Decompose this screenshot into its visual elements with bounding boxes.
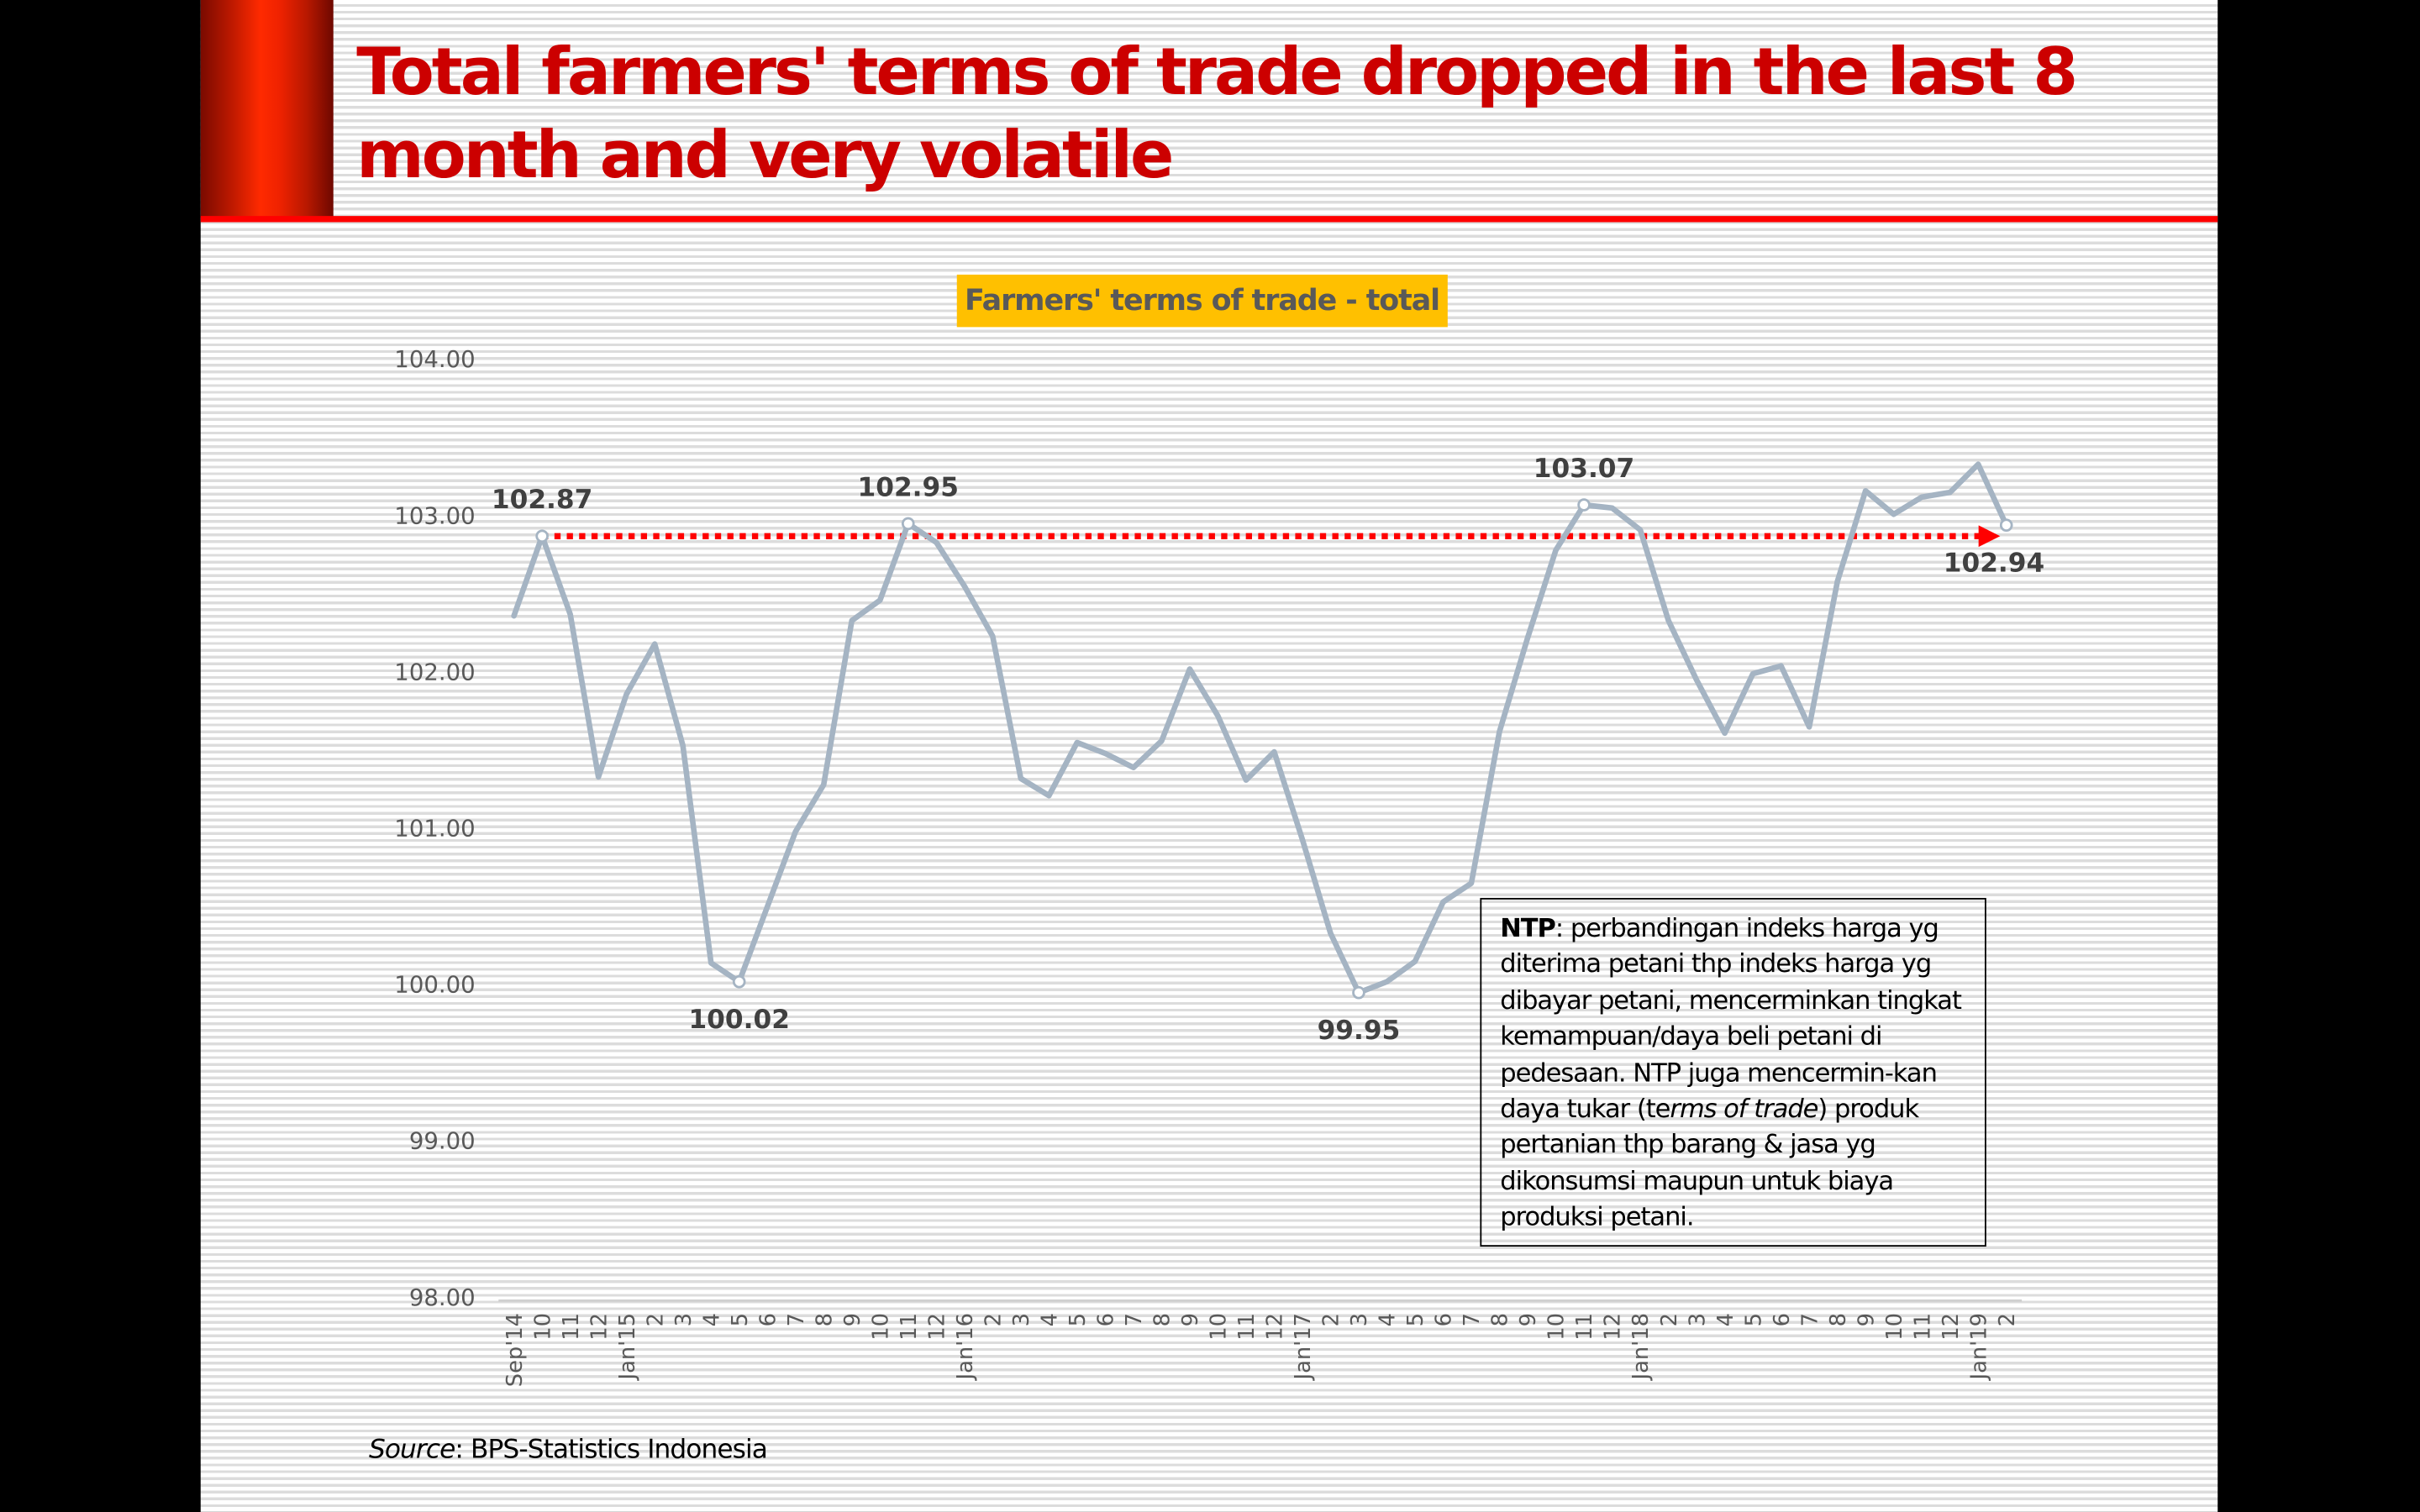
x-tick-label: 8	[1150, 1313, 1176, 1326]
x-axis: Sep'14 10 11 12 Jan'15 2 3 4 5 6 7 8 9 10 11 12 Jan'16 2 3…	[498, 1299, 2023, 1387]
x-tick-label: Jan'16	[953, 1313, 978, 1381]
x-tick-label: 3	[671, 1313, 697, 1326]
x-tick-label: 9	[1178, 1313, 1203, 1326]
data-label: 99.95	[1318, 1016, 1401, 1046]
reference-arrow	[542, 525, 2001, 548]
note-italic: rms of trade	[1670, 1094, 1818, 1124]
x-tick-label: 4	[1713, 1313, 1739, 1326]
title-rule	[200, 216, 2218, 223]
slide: Total farmers' terms of trade dropped in…	[200, 0, 2218, 1512]
x-tick-label: 11	[1234, 1313, 1260, 1341]
note-term: NTP	[1500, 913, 1556, 943]
x-tick-label: 10	[1882, 1313, 1907, 1341]
y-tick-label: 99.00	[409, 1128, 476, 1155]
x-tick-label: 11	[559, 1313, 584, 1341]
y-tick-label: 103.00	[394, 502, 475, 529]
highlighted-point-marker	[901, 517, 915, 531]
x-tick-label: 12	[1601, 1313, 1626, 1341]
y-tick-label: 101.00	[394, 815, 475, 842]
x-tick-label: 8	[1826, 1313, 1851, 1326]
highlighted-point-marker	[1577, 498, 1591, 512]
y-tick-label: 98.00	[409, 1284, 476, 1311]
x-tick-label: 2	[981, 1313, 1006, 1326]
y-tick-label: 100.00	[394, 972, 475, 999]
data-labels: 102.87 100.02 102.95 99.95 103.07 102.94	[492, 454, 2044, 1046]
note-text: : perbandingan indeks harga yg diterima …	[1500, 913, 1962, 1124]
x-tick-label: 9	[840, 1313, 865, 1326]
x-tick-label: 2	[643, 1313, 668, 1326]
x-tick-label: 4	[699, 1313, 724, 1326]
highlighted-point-marker	[535, 529, 549, 543]
x-tick-label: 4	[1376, 1313, 1401, 1326]
x-tick-label: 10	[1544, 1313, 1570, 1341]
highlighted-point-marker	[1352, 985, 1365, 1000]
highlighted-point-marker	[732, 974, 746, 989]
x-tick-label: Jan'19	[1966, 1313, 1991, 1381]
x-tick-label: Jan'18	[1628, 1313, 1654, 1381]
y-tick-label: 104.00	[394, 346, 475, 373]
data-label: 102.87	[492, 485, 592, 515]
x-tick-label: 10	[1207, 1313, 1232, 1341]
x-tick-label: 2	[1657, 1313, 1682, 1326]
y-tick-label: 102.00	[394, 659, 475, 685]
x-tick-label: 7	[1797, 1313, 1823, 1326]
data-label: 102.94	[1944, 548, 2044, 578]
source-label: Source	[368, 1435, 455, 1466]
series	[511, 461, 2010, 996]
x-tick-label: 11	[1572, 1313, 1597, 1341]
data-label: 102.95	[858, 472, 959, 502]
series-line	[511, 461, 2010, 996]
x-tick-label: 6	[1432, 1313, 1457, 1326]
x-tick-label: 3	[1347, 1313, 1372, 1326]
x-tick-label: 6	[1770, 1313, 1795, 1326]
x-tick-label: 3	[1009, 1313, 1034, 1326]
data-label: 100.02	[688, 1005, 789, 1035]
x-tick-label: 3	[1685, 1313, 1710, 1326]
x-tick-label: 10	[868, 1313, 893, 1341]
chart-title: Farmers' terms of trade - total	[956, 274, 1448, 328]
x-tick-label: 5	[1065, 1313, 1091, 1326]
right-letterbox	[2217, 0, 2420, 1512]
x-tick-label: 11	[897, 1313, 922, 1341]
x-tick-label: 12	[924, 1313, 950, 1341]
x-tick-label: 11	[1910, 1313, 1935, 1341]
left-letterbox	[0, 0, 201, 1512]
x-tick-label: Sep'14	[502, 1313, 528, 1387]
x-tick-label: 9	[1854, 1313, 1879, 1326]
x-tick-label: 5	[1403, 1313, 1428, 1326]
x-tick-label: 12	[1263, 1313, 1288, 1341]
x-tick-label: 6	[1094, 1313, 1119, 1326]
x-tick-label: 5	[728, 1313, 753, 1326]
x-tick-label: 7	[1122, 1313, 1147, 1326]
x-tick-label: 8	[1488, 1313, 1513, 1326]
x-tick-label: Jan'17	[1291, 1313, 1316, 1381]
slide-title: Total farmers' terms of trade dropped in…	[356, 34, 2078, 193]
source-text: : BPS-Statistics Indonesia	[455, 1435, 768, 1466]
red-accent-bar	[200, 0, 334, 218]
x-tick-label: 8	[812, 1313, 837, 1326]
y-axis: 98.00 99.00 100.00 101.00 102.00 103.00 104.00	[394, 346, 475, 1311]
x-tick-label: Jan'15	[615, 1313, 640, 1381]
note-text-end: ) produk pertanian thp barang & jasa yg …	[1500, 1094, 1919, 1232]
ntp-definition-note: NTP: perbandingan indeks harga yg diteri…	[1480, 897, 1986, 1247]
x-tick-label: 9	[1516, 1313, 1541, 1326]
data-label: 103.07	[1534, 454, 1634, 484]
x-tick-label: 2	[1995, 1313, 2020, 1326]
source-note: Source: BPS-Statistics Indonesia	[368, 1435, 768, 1466]
arrowhead-icon	[1978, 525, 2001, 548]
x-tick-label: 7	[1460, 1313, 1485, 1326]
x-tick-label: 10	[530, 1313, 555, 1341]
x-tick-label: 6	[755, 1313, 781, 1326]
highlighted-point-marker	[1999, 518, 2013, 533]
x-tick-label: 12	[1939, 1313, 1964, 1341]
line-chart: 98.00 99.00 100.00 101.00 102.00 103.00 104.00…	[394, 346, 2044, 1387]
x-tick-label: 2	[1319, 1313, 1344, 1326]
x-tick-label: 4	[1038, 1313, 1063, 1326]
x-tick-label: 5	[1741, 1313, 1766, 1326]
x-tick-label: 12	[587, 1313, 612, 1341]
x-tick-label: 7	[784, 1313, 809, 1326]
